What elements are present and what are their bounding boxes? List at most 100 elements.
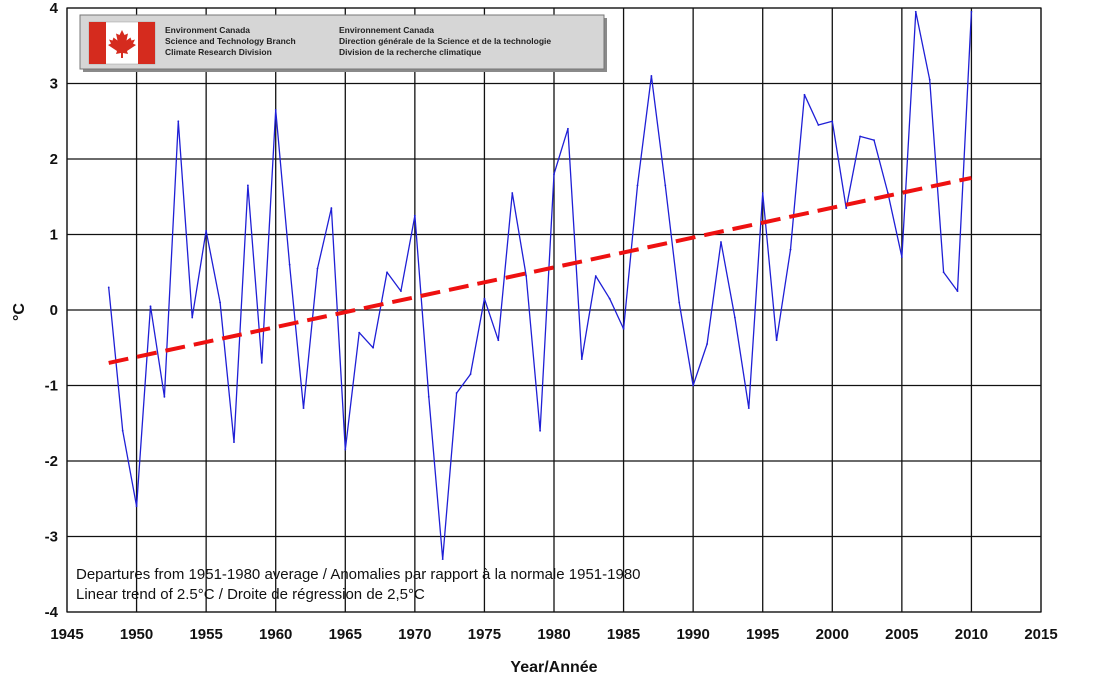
logo-french-line-2: Direction générale de la Science et de l… <box>339 36 551 46</box>
plot-area: 1945 1950 1955 1960 1965 1970 1975 1980 1985 1990… <box>45 0 1058 643</box>
data-point-1991 <box>706 343 708 345</box>
data-point-1957 <box>233 441 235 444</box>
logo-french-line-3: Division de la recherche climatique <box>339 47 481 57</box>
annotation-trend: Linear trend of 2.5°C / Droite de régres… <box>76 586 425 603</box>
data-point-1959 <box>260 361 263 364</box>
logo-panel-background <box>79 14 605 70</box>
logo-english-line-3: Climate Research Division <box>165 47 272 57</box>
data-point-1988 <box>664 184 667 187</box>
data-point-1984 <box>608 297 611 300</box>
data-point-1977 <box>511 192 514 194</box>
trend-line <box>108 175 972 365</box>
data-point-1997 <box>789 248 792 251</box>
y-tick-label-1: 1 <box>50 227 58 244</box>
data-point-1960 <box>274 109 277 111</box>
data-point-1962 <box>302 407 305 410</box>
data-point-1979 <box>539 429 541 432</box>
x-tick-label-1965: 1965 <box>329 626 362 643</box>
data-point-1978 <box>525 275 528 277</box>
data-point-1949 <box>121 429 124 432</box>
data-point-1964 <box>330 207 333 209</box>
x-tick-label-2000: 2000 <box>816 626 849 643</box>
logo-english-line-2: Science and Technology Branch <box>165 36 296 46</box>
data-point-1966 <box>358 331 361 334</box>
data-point-1993 <box>733 316 736 319</box>
data-point-2006 <box>914 10 917 13</box>
data-point-2008 <box>942 271 945 274</box>
x-tick-label-1955: 1955 <box>189 626 222 643</box>
data-point-1968 <box>386 271 388 274</box>
data-point-1981 <box>567 127 569 130</box>
data-point-1955 <box>205 229 208 232</box>
x-tick-label-2010: 2010 <box>955 626 988 643</box>
data-point-1985 <box>622 327 625 330</box>
data-point-1969 <box>400 290 402 293</box>
data-point-2010 <box>970 10 973 13</box>
data-point-1974 <box>469 373 472 376</box>
data-point-1963 <box>316 267 319 270</box>
y-tick-label-0: 0 <box>50 302 58 319</box>
x-tick-label-1975: 1975 <box>468 626 501 643</box>
data-point-1992 <box>720 241 722 243</box>
x-tick-label-1990: 1990 <box>676 626 709 643</box>
data-point-1953 <box>177 120 180 123</box>
canada-flag-icon <box>88 21 156 65</box>
data-point-2002 <box>859 135 862 138</box>
data-point-1965 <box>344 448 347 451</box>
data-point-1996 <box>775 339 778 342</box>
x-tick-labels: 1945 1950 1955 1960 1965 1970 1975 1980 1985 1990… <box>50 626 1057 643</box>
data-point-1948 <box>107 286 110 289</box>
y-tick-label-4: 4 <box>50 0 59 17</box>
data-point-2003 <box>873 139 875 142</box>
data-point-1961 <box>288 263 291 266</box>
data-point-1958 <box>246 184 249 187</box>
data-point-1975 <box>483 297 486 300</box>
series-layer <box>107 10 973 561</box>
data-point-1980 <box>553 173 555 176</box>
y-tick-label-3: 3 <box>50 76 58 93</box>
y-tick-label--1: -1 <box>45 378 58 395</box>
y-axis-title: °C <box>11 303 28 321</box>
data-point-2005 <box>900 256 903 259</box>
data-point-2000 <box>831 120 834 123</box>
data-point-1990 <box>692 384 695 387</box>
data-point-1976 <box>497 339 500 342</box>
x-tick-label-1945: 1945 <box>50 626 83 643</box>
x-tick-label-1950: 1950 <box>120 626 153 643</box>
data-point-1967 <box>372 346 375 349</box>
data-point-1950 <box>135 505 138 508</box>
data-point-1951 <box>149 305 152 308</box>
annotation-baseline: Departures from 1951-1980 average / Anom… <box>76 566 641 583</box>
x-tick-label-2015: 2015 <box>1024 626 1057 643</box>
y-tick-label--4: -4 <box>45 604 59 621</box>
data-point-1999 <box>817 124 820 126</box>
data-point-2001 <box>845 207 848 209</box>
data-point-2007 <box>928 78 931 81</box>
logo-panel: Environment Canada Science and Technolog… <box>79 14 607 72</box>
data-point-2009 <box>956 290 959 293</box>
x-axis-title: Year/Année <box>510 659 597 676</box>
logo-english-line-1: Environment Canada <box>165 25 250 35</box>
logo-french-line-1: Environnement Canada <box>339 25 434 35</box>
grid-lines <box>66 7 1042 613</box>
data-point-1954 <box>191 316 194 319</box>
y-tick-label--3: -3 <box>45 529 58 546</box>
x-tick-label-1985: 1985 <box>607 626 640 643</box>
data-point-1995 <box>761 192 764 194</box>
x-tick-label-1995: 1995 <box>746 626 779 643</box>
data-point-2004 <box>887 192 889 194</box>
y-tick-label--2: -2 <box>45 453 58 470</box>
data-point-1970 <box>413 214 416 217</box>
data-point-1956 <box>219 301 221 304</box>
x-tick-label-1980: 1980 <box>537 626 570 643</box>
x-tick-label-1970: 1970 <box>398 626 431 643</box>
data-point-1989 <box>678 301 681 304</box>
data-point-1998 <box>803 93 806 96</box>
data-point-1994 <box>747 407 750 410</box>
data-point-1972 <box>441 558 444 561</box>
data-point-1987 <box>650 75 653 77</box>
x-tick-label-2005: 2005 <box>885 626 918 643</box>
x-tick-label-1960: 1960 <box>259 626 292 643</box>
data-point-1952 <box>163 395 166 398</box>
